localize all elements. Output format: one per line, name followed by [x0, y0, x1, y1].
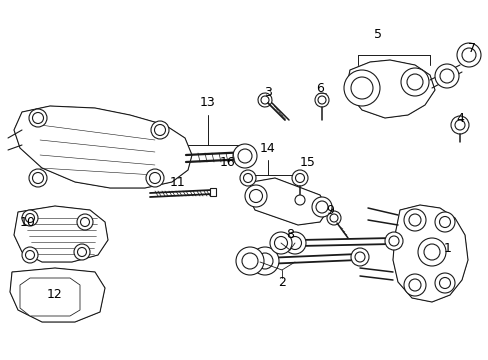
Ellipse shape [434, 64, 458, 88]
Ellipse shape [250, 247, 279, 275]
Ellipse shape [244, 185, 266, 207]
Text: 3: 3 [264, 86, 271, 99]
Ellipse shape [232, 144, 257, 168]
Ellipse shape [284, 232, 305, 254]
Text: 13: 13 [200, 96, 215, 109]
Polygon shape [20, 278, 80, 316]
Polygon shape [392, 205, 467, 302]
Ellipse shape [151, 121, 169, 139]
Ellipse shape [146, 169, 163, 187]
Polygon shape [247, 178, 327, 225]
Text: 9: 9 [325, 203, 333, 216]
Ellipse shape [291, 170, 307, 186]
Ellipse shape [236, 247, 264, 275]
Text: 12: 12 [47, 288, 63, 302]
Ellipse shape [434, 273, 454, 293]
Ellipse shape [22, 247, 38, 263]
Ellipse shape [417, 238, 445, 266]
Text: 2: 2 [278, 275, 285, 288]
Polygon shape [14, 206, 108, 262]
Ellipse shape [343, 70, 379, 106]
Ellipse shape [350, 248, 368, 266]
Text: 4: 4 [455, 112, 463, 125]
Polygon shape [347, 60, 434, 118]
Text: 5: 5 [373, 28, 381, 41]
Ellipse shape [77, 214, 93, 230]
Ellipse shape [74, 244, 90, 260]
Ellipse shape [258, 93, 271, 107]
Ellipse shape [314, 93, 328, 107]
Ellipse shape [294, 195, 305, 205]
Polygon shape [10, 268, 105, 322]
Text: 15: 15 [300, 157, 315, 170]
Ellipse shape [29, 169, 47, 187]
Ellipse shape [403, 274, 425, 296]
Text: 11: 11 [170, 176, 185, 189]
Polygon shape [247, 178, 327, 225]
Ellipse shape [326, 211, 340, 225]
Bar [209, 188, 216, 196]
Text: 7: 7 [467, 41, 475, 54]
Polygon shape [14, 206, 108, 262]
Ellipse shape [269, 232, 291, 254]
Text: 1: 1 [443, 242, 451, 255]
Ellipse shape [384, 232, 402, 250]
Text: 10: 10 [20, 216, 36, 229]
Text: 6: 6 [315, 81, 323, 94]
Text: 8: 8 [285, 229, 293, 242]
Ellipse shape [29, 109, 47, 127]
Ellipse shape [240, 170, 256, 186]
Polygon shape [14, 106, 192, 188]
Polygon shape [392, 205, 467, 302]
Ellipse shape [311, 197, 331, 217]
Ellipse shape [403, 209, 425, 231]
Polygon shape [347, 60, 434, 118]
Text: 14: 14 [260, 141, 275, 154]
Ellipse shape [434, 212, 454, 232]
Ellipse shape [456, 43, 480, 67]
Ellipse shape [22, 210, 38, 226]
Ellipse shape [400, 68, 428, 96]
Ellipse shape [450, 116, 468, 134]
Polygon shape [14, 106, 192, 188]
Text: 16: 16 [220, 157, 235, 170]
Polygon shape [10, 268, 105, 322]
